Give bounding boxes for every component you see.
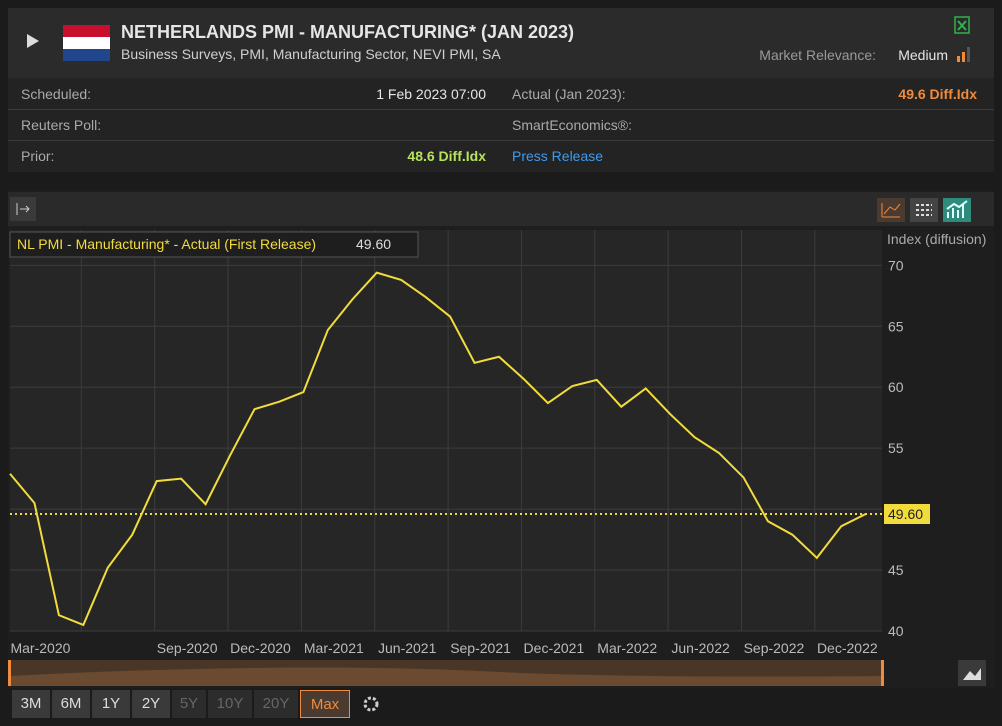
range-button[interactable]: Max <box>300 690 350 718</box>
prior-value: 48.6 Diff.Idx <box>407 148 486 164</box>
scheduled-value: 1 Feb 2023 07:00 <box>376 86 486 102</box>
range-button[interactable]: 5Y <box>172 690 206 718</box>
subtitle: Business Surveys, PMI, Manufacturing Sec… <box>121 46 501 62</box>
row-line <box>8 140 994 141</box>
x-tick-label: Sep-2020 <box>157 640 218 656</box>
settings-icon[interactable] <box>363 696 379 712</box>
info-panel: Scheduled: 1 Feb 2023 07:00 Actual (Jan … <box>8 78 994 172</box>
last-value-tag <box>884 503 930 524</box>
y-tick-label: 60 <box>888 379 904 395</box>
image-icon <box>963 668 981 680</box>
navigator-area <box>10 667 884 686</box>
relevance-label: Market Relevance: <box>759 47 876 63</box>
y-tick-label: 45 <box>888 562 904 578</box>
x-tick-label: Jun-2022 <box>671 640 730 656</box>
table-icon <box>916 204 932 216</box>
x-tick-label: Dec-2020 <box>230 640 291 656</box>
legend-box <box>9 231 419 258</box>
y-tick-label: 70 <box>888 257 904 273</box>
y-axis-label: Index (diffusion) <box>887 231 986 247</box>
header: NETHERLANDS PMI - MANUFACTURING* (JAN 20… <box>8 8 994 78</box>
data-line <box>9 271 867 627</box>
navigator-handle[interactable] <box>8 660 11 686</box>
relevance-icon <box>957 47 970 62</box>
x-tick-label: Mar-2020 <box>10 640 70 656</box>
legend-label: NL PMI - Manufacturing* - Actual (First … <box>17 236 316 252</box>
title: NETHERLANDS PMI - MANUFACTURING* (JAN 20… <box>121 22 575 42</box>
x-tick-label: Dec-2021 <box>524 640 585 656</box>
actual-label: Actual (Jan 2023): <box>512 86 626 102</box>
relevance-value: Medium <box>898 47 948 63</box>
press-release-link[interactable]: Press Release <box>512 148 604 164</box>
y-tick-label: 55 <box>888 440 904 456</box>
x-tick-label: Mar-2021 <box>304 640 364 656</box>
range-button[interactable]: 3M <box>12 690 50 718</box>
x-tick-label: Jun-2021 <box>378 640 437 656</box>
play-icon[interactable] <box>26 33 40 49</box>
actual-value: 49.6 Diff.Idx <box>898 86 977 102</box>
row-line <box>8 109 994 110</box>
legend-value: 49.60 <box>356 236 391 252</box>
chart-type-icon <box>881 203 901 218</box>
x-tick-label: Sep-2022 <box>744 640 805 656</box>
navigator-handle[interactable] <box>881 660 884 686</box>
chart-type-button[interactable] <box>877 198 905 222</box>
x-tick-label: Sep-2021 <box>450 640 511 656</box>
prior-label: Prior: <box>21 148 55 164</box>
flag <box>63 25 110 61</box>
chart-icon <box>946 200 968 218</box>
range-button[interactable]: 1Y <box>92 690 130 718</box>
range-button[interactable]: 2Y <box>132 690 170 718</box>
poll-label: Reuters Poll: <box>21 117 102 133</box>
smart-label: SmartEconomics®: <box>512 117 633 133</box>
plot-area <box>10 230 882 631</box>
x-tick-label: Dec-2022 <box>817 640 878 656</box>
range-button[interactable]: 6M <box>52 690 90 718</box>
range-button[interactable]: 10Y <box>208 690 252 718</box>
range-button[interactable]: 20Y <box>254 690 298 718</box>
chart-toolbar <box>8 192 994 226</box>
last-value-label: 49.60 <box>888 506 923 522</box>
excel-icon[interactable] <box>954 16 970 34</box>
y-tick-label: 65 <box>888 318 904 334</box>
x-tick-label: Mar-2022 <box>597 640 657 656</box>
y-tick-label: 40 <box>888 623 904 639</box>
collapse-icon <box>16 203 30 215</box>
scheduled-label: Scheduled: <box>21 86 92 102</box>
